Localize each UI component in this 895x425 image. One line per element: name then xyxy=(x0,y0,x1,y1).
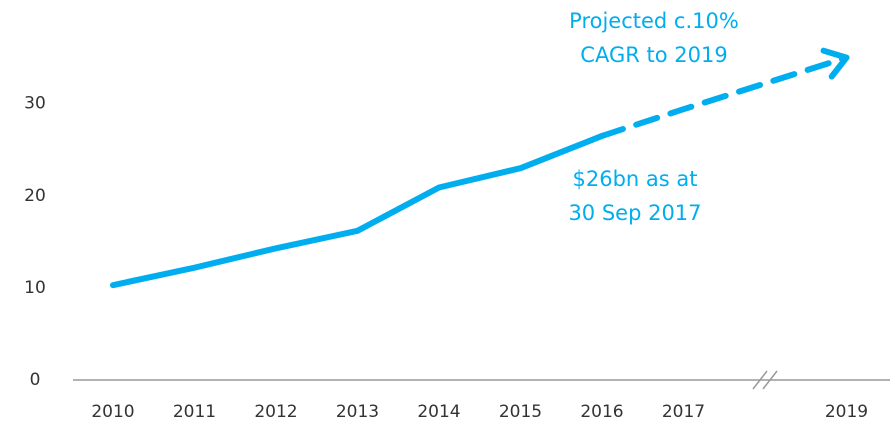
x-tick-label: 2010 xyxy=(91,402,134,422)
annotation: Projected c.10% xyxy=(569,9,739,33)
annotation: CAGR to 2019 xyxy=(580,43,727,67)
annotation: 30 Sep 2017 xyxy=(568,201,701,225)
x-tick-label: 2019 xyxy=(825,402,868,422)
arrow-head xyxy=(820,47,850,80)
x-tick-label: 2014 xyxy=(417,402,460,422)
y-tick-label: 0 xyxy=(30,370,41,390)
annotation: $26bn as at xyxy=(573,167,698,191)
y-tick-label: 30 xyxy=(24,94,46,114)
x-tick-label: 2013 xyxy=(336,402,379,422)
axis-break xyxy=(752,370,768,390)
x-tick-label: 2012 xyxy=(254,402,297,422)
x-tick-label: 2011 xyxy=(173,402,216,422)
y-tick-label: 10 xyxy=(24,278,46,298)
x-tick-label: 2015 xyxy=(499,402,542,422)
x-tick-label: 2016 xyxy=(580,402,623,422)
line xyxy=(599,54,850,139)
axis-break xyxy=(762,370,778,390)
x-tick-label: 2017 xyxy=(662,402,705,422)
y-tick-label: 20 xyxy=(24,186,46,206)
line xyxy=(110,132,605,289)
